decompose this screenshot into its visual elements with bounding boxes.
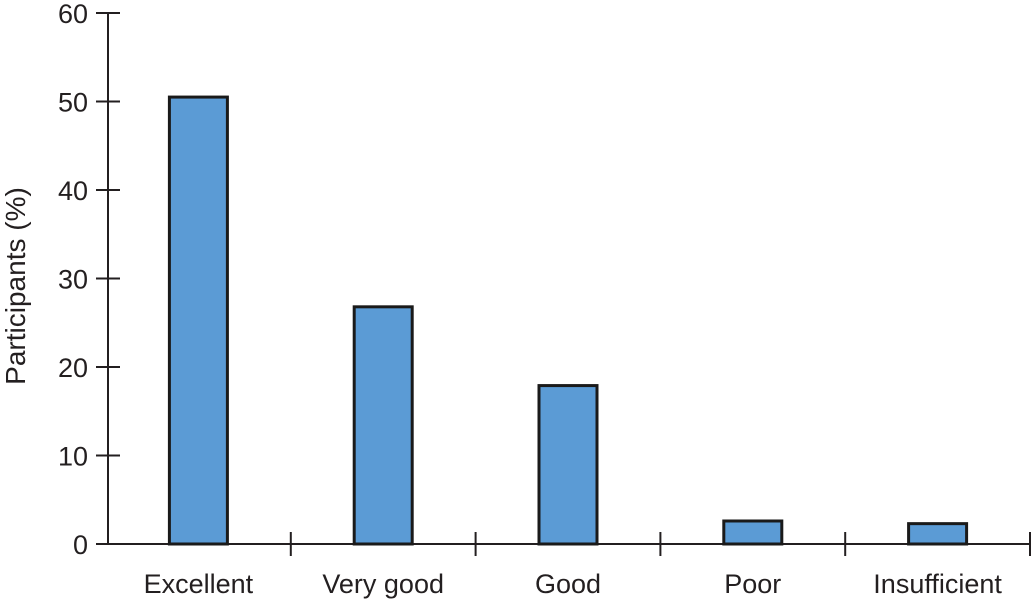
x-category-label: Insufficient: [873, 569, 1002, 599]
bar-poor: [722, 519, 784, 546]
y-tick-label: 10: [58, 442, 88, 472]
x-category-label: Poor: [724, 569, 781, 599]
y-tick-label: 0: [73, 530, 88, 560]
bar-good: [537, 384, 599, 546]
y-tick-label: 60: [58, 0, 88, 29]
bar-excellent: [167, 95, 229, 546]
y-tick-label: 30: [58, 265, 88, 295]
x-category-label: Good: [535, 569, 601, 599]
y-tick-label: 50: [58, 88, 88, 118]
bar-insufficient: [907, 522, 969, 546]
x-category-label: Very good: [322, 569, 444, 599]
x-category-label: Excellent: [144, 569, 254, 599]
bar-very-good: [352, 305, 414, 546]
bars: [167, 95, 969, 546]
y-tick-label: 40: [58, 176, 88, 206]
y-tick-label: 20: [58, 353, 88, 383]
x-axis: Excellent Very good Good Poor Insufficient: [106, 532, 1031, 599]
y-axis: 0 10 20 30 40 50 60: [58, 0, 120, 560]
y-axis-title: Participants (%): [0, 187, 31, 385]
